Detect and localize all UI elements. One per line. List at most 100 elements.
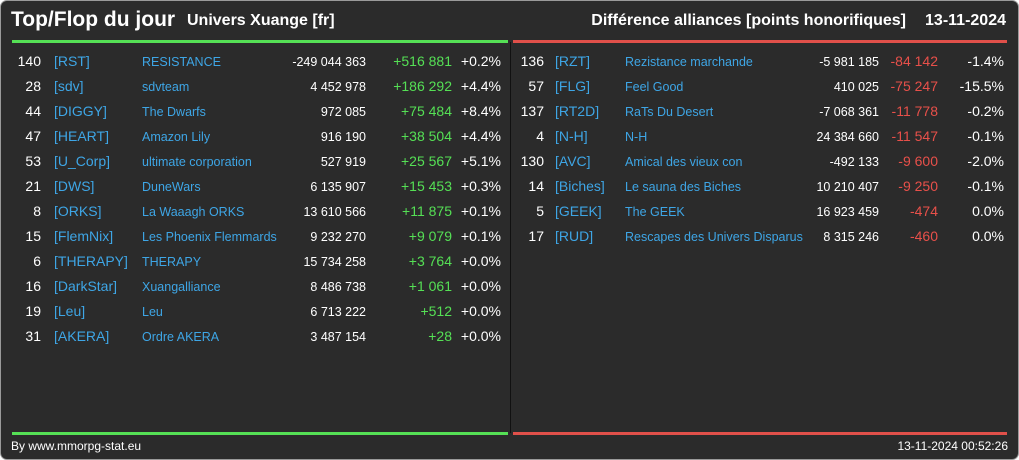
alliance-tag-link[interactable]: [FLG] (555, 78, 591, 94)
alliance-name-link[interactable]: Ordre AKERA (142, 330, 220, 344)
alliance-total: -5 981 185 (819, 55, 879, 69)
alliance-name-link[interactable]: La Waaagh ORKS (142, 205, 245, 219)
column-divider (510, 42, 511, 433)
alliance-total: -7 068 361 (819, 105, 879, 119)
alliance-name-link[interactable]: Rescapes des Univers Disparus (625, 230, 803, 244)
alliance-rank: 130 (520, 153, 544, 169)
alliance-total: -249 044 363 (292, 55, 366, 69)
alliance-total: 24 384 660 (816, 130, 879, 144)
alliance-tag-link[interactable]: [AKERA] (54, 328, 110, 344)
alliance-total: 16 923 459 (816, 205, 879, 219)
alliance-tag-link[interactable]: [DarkStar] (54, 278, 118, 294)
table-row: 140 [RST] RESISTANCE -249 044 363 +516 881 +0… (1, 49, 510, 74)
table-row: 6 [THERAPY] THERAPY 15 734 258 +3 764 +0.0% (1, 249, 510, 274)
alliance-percent: 0.0% (972, 228, 1004, 244)
flop-bar-bottom (513, 432, 1007, 435)
alliance-diff: +1 061 (408, 278, 452, 294)
alliance-percent: +4.4% (460, 128, 501, 144)
table-row: 44 [DIGGY] The Dwarfs 972 085 +75 484 +8.4% (1, 99, 510, 124)
alliance-tag-link[interactable]: [AVC] (555, 153, 591, 169)
server-name: Univers Xuange [fr] (187, 12, 335, 29)
alliance-tag-link[interactable]: [RST] (54, 53, 90, 69)
alliance-total: 916 190 (320, 130, 366, 144)
alliance-total: 972 085 (320, 105, 366, 119)
alliance-tag-link[interactable]: [ORKS] (54, 203, 102, 219)
alliance-total: 6 713 222 (310, 305, 366, 319)
alliance-total: -492 133 (829, 155, 879, 169)
footer-credit[interactable]: By www.mmorpg-stat.eu (11, 439, 142, 453)
alliance-tag-link[interactable]: [DIGGY] (54, 103, 107, 119)
alliance-tag-link[interactable]: [RZT] (555, 53, 590, 69)
alliance-diff: +15 453 (401, 178, 452, 194)
alliance-tag-link[interactable]: [THERAPY] (54, 253, 128, 269)
table-row: 16 [DarkStar] Xuangalliance 8 486 738 +1 061… (1, 274, 510, 299)
alliance-name-link[interactable]: Leu (142, 305, 163, 319)
alliance-rank: 47 (25, 128, 41, 144)
alliance-name-link[interactable]: Feel Good (625, 80, 684, 94)
alliance-rank: 16 (25, 278, 41, 294)
alliance-name-link[interactable]: Xuangalliance (142, 280, 221, 294)
alliance-name-link[interactable]: Rezistance marchande (625, 55, 753, 69)
table-row: 8 [ORKS] La Waaagh ORKS 13 610 566 +11 875 +0… (1, 199, 510, 224)
alliance-diff: +186 292 (393, 78, 452, 94)
alliance-tag-link[interactable]: [GEEK] (555, 203, 602, 219)
top-bar (12, 40, 508, 43)
alliance-name-link[interactable]: The Dwarfs (142, 105, 206, 119)
alliance-name-link[interactable]: ultimate corporation (142, 155, 252, 169)
alliance-rank: 4 (536, 128, 544, 144)
alliance-rank: 14 (528, 178, 544, 194)
alliance-name-link[interactable]: sdvteam (142, 80, 190, 94)
alliance-diff: -11 778 (891, 103, 938, 119)
alliance-diff: -474 (909, 203, 938, 219)
alliance-total: 4 452 978 (310, 80, 366, 94)
alliance-rank: 28 (25, 78, 41, 94)
alliance-percent: +0.1% (460, 203, 501, 219)
alliance-tag-link[interactable]: [sdv] (54, 78, 84, 94)
alliance-total: 8 315 246 (823, 230, 879, 244)
alliance-diff: -9 600 (898, 153, 938, 169)
table-row: 136 [RZT] Rezistance marchande -5 981 185 -8… (511, 49, 1018, 74)
alliance-total: 527 919 (320, 155, 366, 169)
page-title: Top/Flop du jour (11, 8, 176, 31)
alliance-diff: -460 (909, 228, 938, 244)
alliance-total: 9 232 270 (310, 230, 366, 244)
alliance-total: 10 210 407 (816, 180, 879, 194)
alliance-tag-link[interactable]: [Biches] (555, 178, 605, 194)
alliance-name-link[interactable]: RaTs Du Desert (625, 105, 714, 119)
alliance-name-link[interactable]: Amazon Lily (142, 130, 211, 144)
alliance-name-link[interactable]: DuneWars (142, 180, 201, 194)
alliance-rank: 21 (25, 178, 41, 194)
alliance-rank: 17 (528, 228, 544, 244)
alliance-tag-link[interactable]: [N-H] (555, 128, 588, 144)
alliance-rank: 57 (528, 78, 544, 94)
flop-bar (513, 40, 1007, 43)
alliance-percent: -0.2% (967, 103, 1004, 119)
alliance-name-link[interactable]: THERAPY (142, 255, 202, 269)
alliance-rank: 136 (520, 53, 544, 69)
alliance-percent: +0.2% (460, 53, 501, 69)
alliance-diff: +11 875 (402, 203, 452, 219)
alliance-tag-link[interactable]: [RUD] (555, 228, 594, 244)
alliance-rank: 140 (17, 53, 41, 69)
alliance-name-link[interactable]: Les Phoenix Flemmards (142, 230, 277, 244)
alliance-tag-link[interactable]: [RT2D] (555, 103, 600, 119)
alliance-name-link[interactable]: Le sauna des Biches (625, 180, 742, 194)
alliance-tag-link[interactable]: [FlemNix] (54, 228, 114, 244)
alliance-rank: 137 (520, 103, 544, 119)
alliance-name-link[interactable]: The GEEK (625, 205, 685, 219)
alliance-tag-link[interactable]: [Leu] (54, 303, 86, 319)
alliance-name-link[interactable]: Amical des vieux con (625, 155, 743, 169)
alliance-name-link[interactable]: N-H (625, 130, 648, 144)
alliance-rank: 53 (25, 153, 41, 169)
alliance-rank: 5 (536, 203, 544, 219)
table-row: 47 [HEART] Amazon Lily 916 190 +38 504 +4.4% (1, 124, 510, 149)
alliance-tag-link[interactable]: [DWS] (54, 178, 95, 194)
alliance-rank: 6 (33, 253, 41, 269)
alliance-tag-link[interactable]: [U_Corp] (54, 153, 111, 169)
alliance-name-link[interactable]: RESISTANCE (142, 55, 221, 69)
alliance-rank: 15 (25, 228, 41, 244)
alliance-tag-link[interactable]: [HEART] (54, 128, 109, 144)
alliance-percent: -15.5% (959, 78, 1004, 94)
alliance-diff: +25 567 (401, 153, 452, 169)
